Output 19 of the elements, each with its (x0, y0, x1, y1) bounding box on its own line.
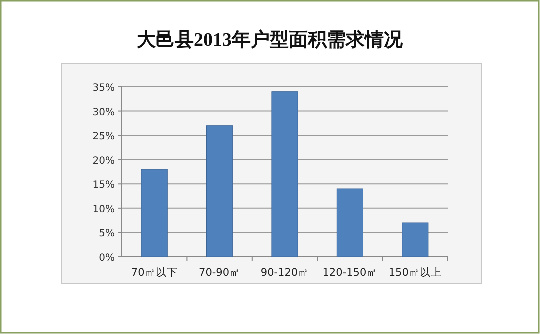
y-tick-label: 5% (99, 228, 115, 240)
chart-title: 大邑县2013年户型面积需求情况 (137, 29, 404, 51)
bar (206, 126, 234, 258)
bar (402, 222, 429, 258)
y-tick-label: 25% (92, 132, 115, 143)
x-tick-label: 90-120㎡ (260, 267, 310, 279)
y-tick-label: 30% (92, 107, 115, 118)
x-tick-label: 150㎡以上 (388, 266, 442, 279)
y-tick-label: 10% (92, 204, 115, 216)
bar (336, 188, 364, 258)
x-tick-label: 70-90㎡ (199, 267, 241, 279)
bar (141, 169, 168, 258)
x-tick-label: 120-150㎡ (322, 267, 378, 279)
y-tick-label: 20% (92, 156, 115, 167)
y-tick-label: 15% (92, 180, 115, 192)
y-tick-label: 35% (92, 83, 115, 94)
x-tick-label: 70㎡以下 (131, 266, 178, 279)
bar (272, 92, 298, 258)
y-tick-label: 0% (99, 253, 115, 264)
